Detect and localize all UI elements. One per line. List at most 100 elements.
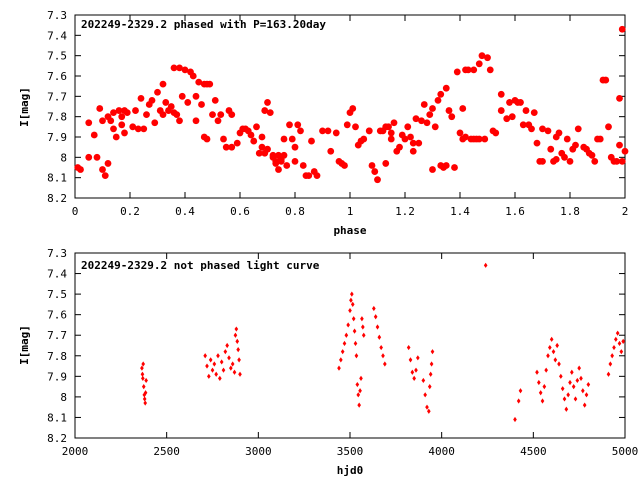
data-point <box>99 166 106 173</box>
data-point <box>557 361 561 367</box>
data-point <box>456 129 464 137</box>
data-point <box>222 143 230 151</box>
data-point <box>409 139 417 147</box>
data-point <box>492 129 500 137</box>
y-tick-label: 8 <box>60 391 67 404</box>
data-points-phased <box>74 25 629 184</box>
data-point <box>538 390 543 396</box>
data-point <box>225 342 229 349</box>
x-tick-label: 0.8 <box>285 205 305 218</box>
data-point <box>211 97 219 104</box>
x-tick-label: 2000 <box>62 445 89 458</box>
data-point <box>503 115 511 123</box>
data-point <box>451 164 458 171</box>
data-point <box>537 379 541 386</box>
data-point <box>408 357 413 363</box>
data-point <box>448 113 456 121</box>
data-point <box>549 336 554 342</box>
x-tick-label: 0.2 <box>120 205 140 218</box>
data-point <box>352 123 359 131</box>
data-point <box>178 92 186 100</box>
data-point <box>144 377 148 384</box>
data-point <box>462 133 469 141</box>
data-point <box>129 123 137 131</box>
y-tick-label: 8.1 <box>47 172 67 185</box>
x-axis-label-unphased: hjd0 <box>337 464 364 477</box>
data-point <box>140 371 145 377</box>
data-point <box>621 147 629 155</box>
data-point <box>582 402 587 408</box>
data-point <box>283 162 291 169</box>
data-point <box>516 398 521 404</box>
data-point <box>431 123 439 131</box>
data-point <box>346 322 350 328</box>
data-point <box>228 143 236 151</box>
data-point <box>387 135 395 143</box>
data-point <box>506 99 513 106</box>
data-point <box>96 105 104 112</box>
data-point <box>437 90 445 98</box>
data-point <box>605 123 612 131</box>
data-point <box>235 338 240 344</box>
data-point <box>596 135 604 143</box>
y-tick-label: 8 <box>60 151 67 164</box>
data-point <box>618 25 626 33</box>
data-point <box>208 357 213 363</box>
data-point <box>412 375 416 381</box>
data-point <box>176 117 183 125</box>
x-tick-label: 4500 <box>520 445 547 458</box>
data-point <box>442 84 450 92</box>
data-point <box>383 361 387 367</box>
data-point <box>416 355 420 361</box>
data-point <box>361 324 365 330</box>
data-point <box>542 384 547 390</box>
y-tick-label: 7.9 <box>47 370 67 383</box>
data-point <box>288 135 296 143</box>
data-point <box>517 99 524 106</box>
data-point <box>337 365 341 371</box>
y-tick-label: 7.8 <box>47 350 67 363</box>
data-point <box>602 76 610 84</box>
data-point <box>360 135 368 143</box>
data-point <box>159 80 167 88</box>
data-point <box>555 129 563 137</box>
data-point <box>343 121 351 129</box>
data-point <box>566 392 570 398</box>
data-point <box>77 166 84 173</box>
data-point <box>214 117 222 125</box>
data-point <box>342 340 347 347</box>
data-point <box>258 143 266 151</box>
x-tick-label: 1.4 <box>450 205 470 218</box>
data-point <box>551 349 556 355</box>
data-point <box>368 162 376 169</box>
data-point <box>572 141 579 149</box>
data-point <box>237 357 241 363</box>
y-tick-label: 7.4 <box>47 268 67 281</box>
x-tick-label: 5000 <box>612 445 639 458</box>
data-point <box>212 361 217 367</box>
data-point <box>349 297 353 303</box>
x-axis-label-phased: phase <box>333 224 366 237</box>
chart-title-unphased: 202249-2329.2 not phased light curve <box>81 259 320 272</box>
data-point <box>375 324 380 330</box>
data-point <box>365 127 373 135</box>
data-point <box>264 145 271 153</box>
data-point <box>575 377 580 384</box>
data-point <box>410 369 415 375</box>
data-point <box>238 371 242 377</box>
data-point <box>255 149 263 157</box>
data-point <box>250 137 258 145</box>
data-point <box>227 355 231 361</box>
data-point <box>261 107 269 114</box>
data-point <box>221 367 226 373</box>
data-point <box>286 121 293 129</box>
y-tick-label: 7.9 <box>47 131 67 144</box>
data-point <box>533 139 541 147</box>
data-point <box>613 158 621 165</box>
data-point <box>574 125 582 133</box>
data-point <box>230 361 235 367</box>
data-point <box>141 375 145 381</box>
data-point <box>475 60 483 68</box>
data-point <box>349 105 357 112</box>
